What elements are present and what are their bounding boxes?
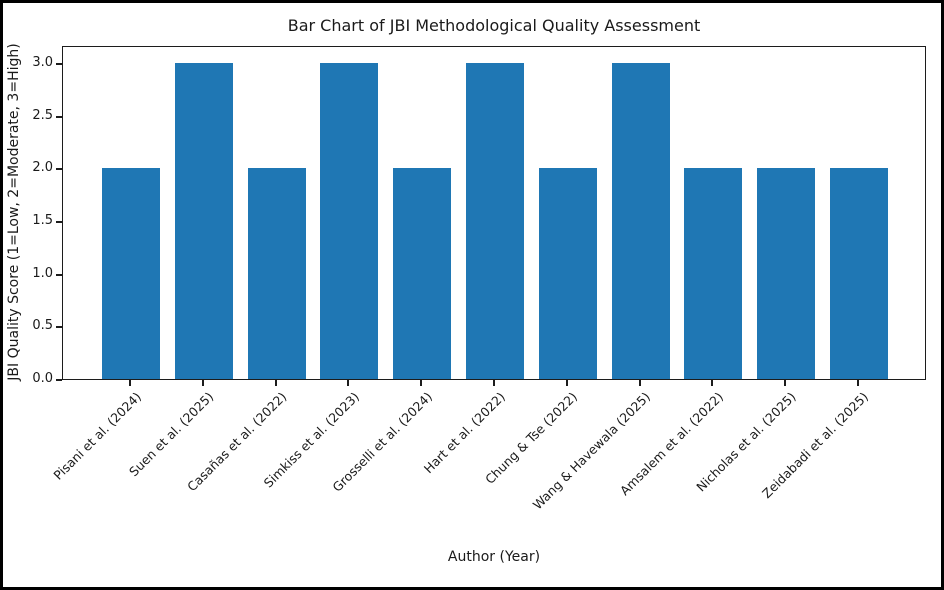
x-tick-mark — [565, 380, 568, 386]
y-tick-label: 0.0 — [32, 371, 53, 386]
bar-4 — [320, 62, 379, 379]
bar-5 — [393, 168, 452, 379]
y-tick-mark — [56, 62, 62, 65]
x-axis-label: Author (Year) — [447, 549, 541, 565]
y-tick-mark — [56, 326, 62, 329]
bar-6 — [466, 62, 524, 379]
y-tick-mark — [56, 220, 62, 223]
bar-1 — [102, 168, 160, 379]
bar-8 — [611, 62, 670, 379]
x-tick-mark — [129, 380, 131, 386]
bar-2 — [174, 62, 233, 379]
x-tick-mark — [274, 380, 277, 386]
y-tick-label: 1.5 — [32, 212, 53, 228]
y-tick-label: 3.0 — [32, 54, 53, 70]
x-tick-mark — [201, 380, 204, 386]
bar-9 — [684, 168, 743, 379]
y-tick-mark — [56, 379, 62, 381]
y-tick-label: 1.0 — [32, 265, 53, 281]
x-tick-mark — [857, 380, 859, 386]
x-tick-label: Wang & Havewala (2025) — [529, 389, 654, 513]
x-tick-mark — [784, 380, 787, 386]
x-tick-mark — [420, 380, 423, 386]
figure: Bar Chart of JBI Methodological Quality … — [3, 3, 941, 587]
y-tick-mark — [56, 273, 62, 276]
y-tick-mark — [56, 168, 62, 171]
x-tick-mark — [347, 380, 350, 386]
bar-7 — [538, 168, 597, 379]
x-tick-mark — [493, 380, 495, 386]
bar-10 — [757, 168, 816, 379]
y-tick-label: 2.0 — [32, 160, 53, 176]
x-tick-mark — [711, 380, 714, 386]
bar-3 — [247, 168, 306, 379]
bar-11 — [830, 168, 888, 379]
y-tick-label: 2.5 — [32, 107, 53, 123]
y-tick-mark — [56, 115, 62, 118]
chart-title: Bar Chart of JBI Methodological Quality … — [287, 16, 701, 35]
plot-area — [62, 46, 926, 380]
x-tick-mark — [638, 380, 641, 386]
y-tick-label: 0.5 — [32, 318, 53, 334]
